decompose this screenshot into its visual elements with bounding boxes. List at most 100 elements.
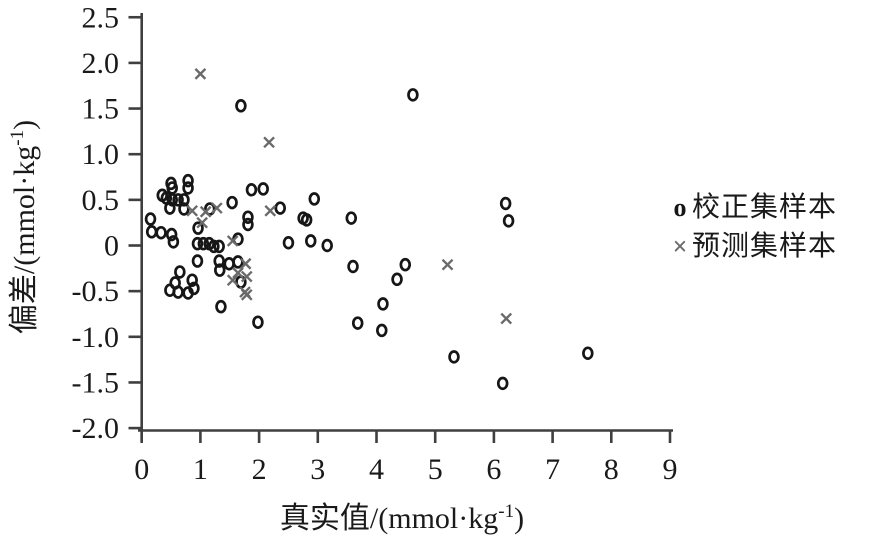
calibration-point [282, 236, 295, 250]
y-tick-label: 1.5 [82, 93, 120, 126]
prediction-point [186, 204, 199, 217]
y-tick-label: 0.5 [82, 184, 120, 217]
legend-item-calibration: o 校正集样本 [668, 188, 837, 227]
x-tick-label: 0 [134, 453, 149, 486]
calibration-point [213, 239, 225, 254]
calibration-point [245, 183, 258, 197]
chart-legend: o 校正集样本 × 预测集样本 [668, 188, 837, 266]
calibration-point [377, 297, 389, 311]
calibration-point [345, 211, 358, 225]
legend-item-prediction: × 预测集样本 [668, 227, 837, 266]
y-tick-label: -2.0 [72, 412, 120, 445]
y-tick-label: 2.5 [82, 1, 120, 34]
calibration-point [502, 214, 515, 228]
calibration-point [376, 323, 388, 338]
calibration-point [192, 221, 204, 235]
axes [128, 13, 673, 443]
prediction-point [240, 288, 253, 301]
prediction-point [199, 205, 212, 218]
x-axis-title: 真实值/(mmol·kg-1) [280, 501, 524, 535]
calibration-point [166, 193, 178, 207]
prediction-point [240, 270, 253, 283]
calibration-point [165, 227, 178, 242]
calibration-point [164, 201, 176, 215]
cross-marker-icon: × [672, 232, 688, 261]
calibration-point [145, 225, 158, 239]
axis-text: 2.5 2.0 1.5 1.0 0.5 0 -0.5 -1.0 -1.5 -2.0 0 1 2 3 4 5 6 7… [7, 1, 678, 535]
calibration-point [582, 346, 594, 360]
calibration-point [174, 265, 186, 279]
x-tick-label: 9 [663, 453, 678, 486]
calibration-point [191, 236, 204, 251]
prediction-point [226, 235, 239, 247]
x-tick-label: 2 [252, 453, 267, 486]
calibration-point [223, 257, 235, 271]
x-tick-label: 7 [545, 453, 560, 486]
calibration-point [242, 217, 254, 232]
y-axis-title: 偏差/(mmol·kg-1) [7, 120, 41, 334]
calibration-point [178, 193, 190, 207]
calibration-point [448, 350, 460, 364]
x-tick-label: 6 [486, 453, 501, 486]
series-calibration [144, 88, 594, 391]
calibration-point [274, 201, 286, 215]
calibration-point [351, 316, 364, 330]
calibration-point [215, 299, 227, 314]
calibration-point [191, 254, 204, 268]
calibration-point [300, 213, 313, 227]
calibration-point [407, 88, 419, 102]
y-tick-label: -1.5 [72, 366, 120, 399]
x-tick-label: 3 [310, 453, 325, 486]
calibration-point [496, 376, 509, 391]
calibration-point [391, 272, 403, 287]
x-tick-label: 1 [193, 453, 208, 486]
calibration-point [182, 181, 194, 195]
prediction-point [232, 267, 244, 279]
y-tick-label: 0 [104, 230, 119, 263]
legend-label-calibration: 校正集样本 [692, 192, 838, 223]
calibration-point [214, 263, 226, 277]
calibration-point [347, 259, 359, 274]
calibration-point [155, 225, 167, 240]
calibration-point [321, 238, 333, 253]
calibration-point [226, 195, 238, 210]
x-tick-label: 5 [428, 453, 443, 486]
calibration-point [399, 257, 412, 272]
y-tick-label: 2.0 [82, 47, 120, 80]
calibration-point [182, 173, 194, 188]
calibration-point [499, 196, 512, 211]
calibration-point [308, 192, 321, 206]
prediction-point [264, 204, 277, 217]
calibration-point [252, 315, 264, 329]
y-tick-label: -1.0 [72, 321, 120, 354]
calibration-point [178, 202, 190, 216]
x-tick-label: 8 [604, 453, 619, 486]
circle-marker-icon: o [673, 193, 687, 222]
calibration-point [172, 193, 184, 207]
legend-label-prediction: 预测集样本 [692, 231, 838, 262]
y-tick-label: -0.5 [72, 275, 120, 308]
prediction-point [441, 258, 454, 271]
y-tick-label: 1.0 [82, 138, 120, 171]
calibration-point [242, 210, 254, 224]
prediction-point [196, 216, 209, 229]
prediction-point [500, 312, 513, 325]
prediction-point [226, 274, 239, 287]
prediction-point [210, 202, 223, 214]
calibration-point [167, 235, 180, 249]
calibration-point [305, 234, 317, 248]
prediction-point [194, 68, 207, 80]
calibration-point [182, 286, 194, 300]
calibration-point [235, 99, 247, 113]
calibration-point [197, 236, 210, 251]
calibration-point [232, 255, 244, 269]
calibration-point [186, 273, 198, 287]
prediction-point [263, 136, 275, 149]
calibration-point [257, 182, 269, 196]
calibration-point [208, 239, 220, 254]
x-tick-label: 4 [369, 453, 384, 486]
series-prediction [186, 68, 513, 325]
calibration-point [144, 212, 157, 226]
